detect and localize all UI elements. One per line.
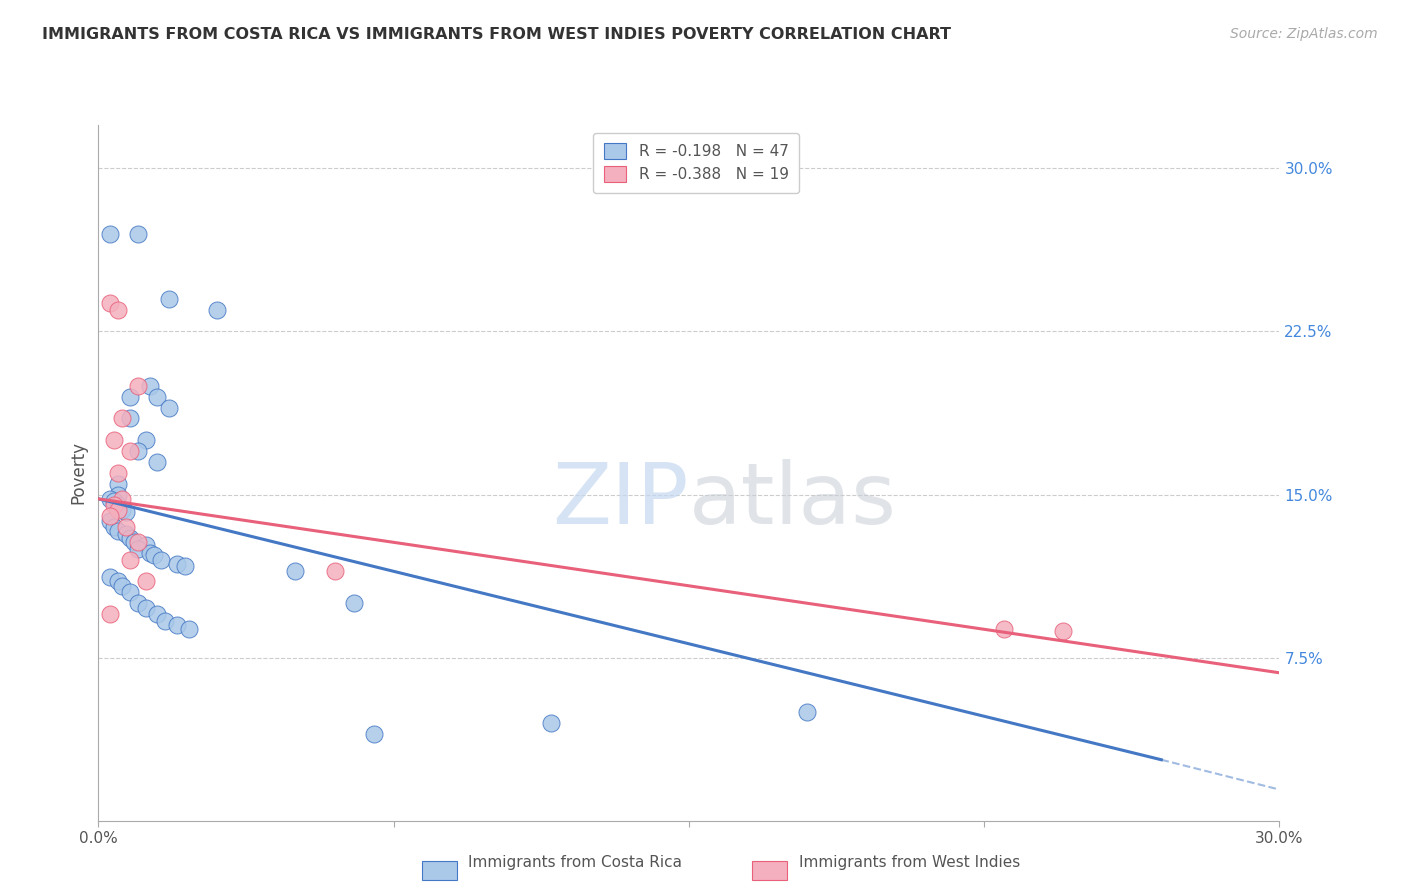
Point bbox=[98, 491, 121, 506]
Point bbox=[1052, 624, 1074, 639]
Point bbox=[135, 433, 157, 447]
Point bbox=[135, 600, 157, 615]
Point bbox=[107, 502, 129, 516]
Point bbox=[166, 618, 188, 632]
Point bbox=[118, 585, 141, 599]
Point bbox=[146, 455, 169, 469]
Point bbox=[138, 378, 160, 392]
Point bbox=[98, 570, 121, 584]
Y-axis label: Poverty: Poverty bbox=[69, 442, 87, 504]
Point bbox=[343, 596, 366, 610]
Point bbox=[142, 549, 165, 563]
Point bbox=[107, 574, 129, 589]
Point bbox=[98, 607, 121, 621]
Point bbox=[98, 296, 121, 310]
Point bbox=[127, 535, 149, 549]
Point bbox=[107, 499, 129, 513]
Point bbox=[174, 559, 197, 574]
Point bbox=[118, 552, 141, 567]
Point bbox=[103, 499, 125, 513]
Point bbox=[103, 494, 125, 508]
Point bbox=[107, 487, 129, 501]
Point bbox=[98, 514, 121, 528]
Point bbox=[103, 520, 125, 534]
Point bbox=[157, 401, 180, 415]
Point bbox=[127, 227, 149, 241]
Point bbox=[166, 557, 188, 571]
Text: IMMIGRANTS FROM COSTA RICA VS IMMIGRANTS FROM WEST INDIES POVERTY CORRELATION CH: IMMIGRANTS FROM COSTA RICA VS IMMIGRANTS… bbox=[42, 27, 952, 42]
Point bbox=[111, 502, 134, 516]
Point bbox=[157, 292, 180, 306]
Point bbox=[146, 390, 169, 404]
Point bbox=[107, 466, 129, 480]
Point bbox=[135, 537, 157, 551]
Point bbox=[118, 444, 141, 458]
Point bbox=[122, 535, 145, 549]
Point bbox=[127, 444, 149, 458]
Point bbox=[115, 520, 138, 534]
Text: ZIP: ZIP bbox=[553, 459, 689, 542]
Point bbox=[135, 574, 157, 589]
Point bbox=[127, 596, 149, 610]
Point bbox=[323, 564, 346, 578]
Point bbox=[115, 505, 138, 519]
Point bbox=[111, 579, 134, 593]
Point bbox=[205, 302, 228, 317]
Text: Source: ZipAtlas.com: Source: ZipAtlas.com bbox=[1230, 27, 1378, 41]
Point bbox=[98, 509, 121, 524]
Point bbox=[118, 411, 141, 425]
Point bbox=[127, 378, 149, 392]
Point bbox=[107, 476, 129, 491]
Text: Immigrants from West Indies: Immigrants from West Indies bbox=[799, 855, 1019, 870]
Point bbox=[540, 715, 562, 730]
Point bbox=[177, 623, 200, 637]
Legend: R = -0.198   N = 47, R = -0.388   N = 19: R = -0.198 N = 47, R = -0.388 N = 19 bbox=[593, 133, 800, 193]
Point bbox=[155, 614, 177, 628]
Point bbox=[115, 526, 138, 541]
Point bbox=[146, 607, 169, 621]
Point bbox=[111, 491, 134, 506]
Point bbox=[993, 623, 1015, 637]
Point bbox=[284, 564, 307, 578]
Point bbox=[107, 302, 129, 317]
Point bbox=[150, 552, 173, 567]
Point bbox=[111, 411, 134, 425]
Point bbox=[98, 227, 121, 241]
Point bbox=[107, 524, 129, 539]
Point bbox=[127, 541, 149, 556]
Point bbox=[138, 546, 160, 560]
Point bbox=[103, 433, 125, 447]
Point bbox=[796, 705, 818, 719]
Point bbox=[118, 390, 141, 404]
Point bbox=[118, 531, 141, 545]
Text: atlas: atlas bbox=[689, 459, 897, 542]
Text: Immigrants from Costa Rica: Immigrants from Costa Rica bbox=[468, 855, 682, 870]
Point bbox=[363, 726, 385, 740]
